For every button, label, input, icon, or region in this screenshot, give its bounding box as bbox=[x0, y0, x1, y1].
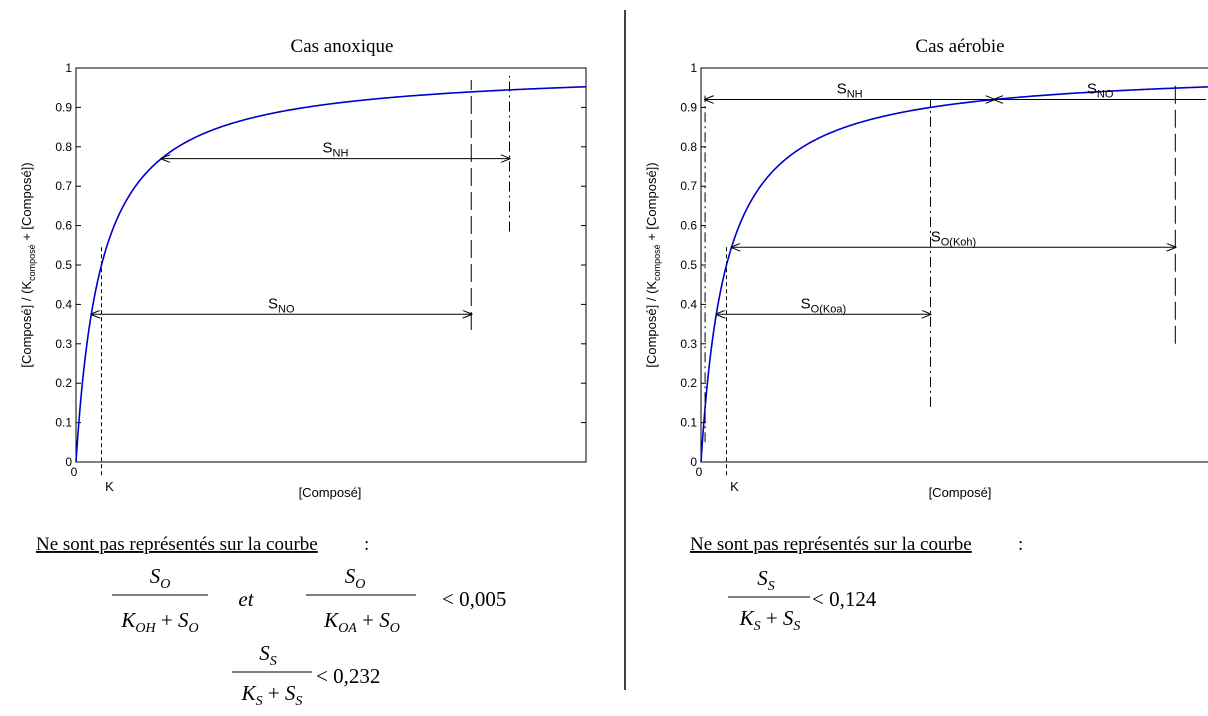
x-tick-label: 0 bbox=[696, 465, 703, 479]
range-label: SNH bbox=[837, 81, 863, 101]
formula-so-koh: SO KOH + SO bbox=[112, 564, 208, 636]
svg-text:KOA + SO: KOA + SO bbox=[323, 608, 400, 636]
chart-aerobie: Cas aérobie 0 0.1 0.2 0.3 0.4 0.5 0.6 0.7 0.8 0.9… bbox=[644, 36, 1208, 500]
y-tick-label: 0.5 bbox=[680, 258, 697, 272]
x-axis-label: [Composé] bbox=[929, 485, 992, 500]
notes-colon: : bbox=[364, 534, 369, 555]
y-tick-label: 0.2 bbox=[680, 376, 697, 390]
threshold-value: < 0,124 bbox=[812, 587, 877, 611]
notes-right: Ne sont pas représentés sur la courbe : … bbox=[690, 534, 1023, 634]
y-tick-label: 0.2 bbox=[55, 376, 72, 390]
svg-text:SS: SS bbox=[259, 641, 277, 669]
notes-colon: : bbox=[1018, 534, 1023, 555]
y-tick-label: 0.7 bbox=[55, 179, 72, 193]
y-tick-label: 0.6 bbox=[55, 219, 72, 233]
svg-text:SO: SO bbox=[345, 564, 366, 592]
chart-anoxique: Cas anoxique 0 0.1 0.2 0.3 0.4 0.5 0.6 0.7 0.8 0.… bbox=[19, 36, 586, 500]
y-tick-label: 0.8 bbox=[55, 140, 72, 154]
x-axis-label: [Composé] bbox=[299, 485, 362, 500]
notes-heading: Ne sont pas représentés sur la courbe bbox=[36, 534, 318, 555]
y-tick-label: 0.3 bbox=[680, 337, 697, 351]
y-tick-label: 0.9 bbox=[55, 100, 72, 114]
svg-text:SS: SS bbox=[757, 566, 775, 594]
y-tick-label: 0.4 bbox=[55, 297, 72, 311]
y-tick-label: 0.1 bbox=[55, 416, 72, 430]
chart-title: Cas aérobie bbox=[915, 36, 1004, 57]
y-tick-label: 0.8 bbox=[680, 140, 697, 154]
threshold-value: < 0,232 bbox=[316, 664, 380, 688]
y-tick-label: 1 bbox=[65, 61, 72, 75]
svg-text:SO: SO bbox=[150, 564, 171, 592]
x-tick-label: 0 bbox=[71, 465, 78, 479]
notes-left: Ne sont pas représentés sur la courbe : … bbox=[36, 534, 506, 709]
y-axis-label: [Composé] / (Kcomposé + [Composé]) bbox=[644, 162, 662, 367]
y-tick-label: 0.3 bbox=[55, 337, 72, 351]
formula-ss-ks: SS KS + SS bbox=[232, 641, 312, 709]
axes-frame bbox=[701, 68, 1208, 462]
connector-et: et bbox=[238, 587, 254, 611]
chart-title: Cas anoxique bbox=[291, 36, 394, 57]
y-tick-label: 0.6 bbox=[680, 219, 697, 233]
formula-so-koa: SO KOA + SO bbox=[306, 564, 416, 636]
range-label: SNH bbox=[323, 140, 349, 160]
k-label: K bbox=[730, 479, 739, 494]
y-tick-label: 1 bbox=[690, 61, 697, 75]
saturation-curve bbox=[701, 87, 1208, 462]
y-tick-label: 0.1 bbox=[680, 416, 697, 430]
formula-ss-ks: SS KS + SS bbox=[728, 566, 810, 634]
k-label: K bbox=[105, 479, 114, 494]
notes-heading: Ne sont pas représentés sur la courbe bbox=[690, 534, 972, 555]
y-tick-label: 0.9 bbox=[680, 100, 697, 114]
range-label: SO(Koh) bbox=[931, 228, 976, 248]
range-label: SO(Koa) bbox=[801, 295, 846, 315]
svg-text:KOH + SO: KOH + SO bbox=[120, 608, 198, 636]
y-axis-label: [Composé] / (Kcomposé + [Composé]) bbox=[19, 162, 37, 367]
svg-text:KS + SS: KS + SS bbox=[241, 681, 303, 709]
y-tick-label: 0.7 bbox=[680, 179, 697, 193]
threshold-value: < 0,005 bbox=[442, 587, 506, 611]
y-tick-label: 0.5 bbox=[55, 258, 72, 272]
svg-text:KS + SS: KS + SS bbox=[739, 606, 801, 634]
range-label: SNO bbox=[268, 295, 295, 315]
y-tick-label: 0.4 bbox=[680, 297, 697, 311]
range-label: SNO bbox=[1087, 81, 1114, 101]
